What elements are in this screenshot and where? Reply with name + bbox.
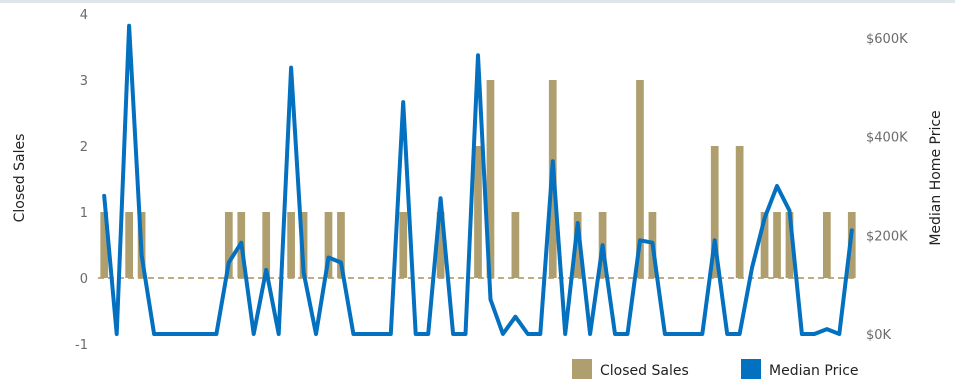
legend-median-price-label: Median Price [769,363,859,379]
legend-closed-sales-swatch [572,359,592,379]
closed-sales-bar [760,212,769,278]
legend-median-price-swatch [741,359,761,379]
left-tick-label: 3 [80,74,88,89]
left-tick-label: -1 [75,338,88,353]
closed-sales-bar [224,212,233,278]
left-tick-label: 0 [80,272,88,287]
closed-sales-bar [436,212,445,278]
left-tick-label: 2 [80,140,88,155]
closed-sales-bar [262,212,271,278]
closed-sales-bar [399,212,408,278]
closed-sales-bar [486,80,495,278]
closed-sales-bar [710,146,719,278]
closed-sales-bar [337,212,345,278]
top-divider [0,0,955,3]
median-price-line [102,23,854,336]
legend: Closed Sales Median Price [572,359,859,379]
right-axis-title: Median Home Price [928,110,944,245]
left-axis-ticks: 4 3 2 1 0 -1 [75,8,88,353]
closed-sales-bars [100,80,856,278]
right-tick-label: $400K [866,131,908,146]
closed-sales-bar [573,212,582,278]
right-axis-ticks: $600K $400K $200K $0K [866,32,908,343]
left-tick-label: 4 [80,8,88,23]
closed-sales-bar [636,80,644,278]
closed-sales-bar [773,212,781,278]
closed-sales-bar [785,212,794,278]
closed-sales-bar [100,212,109,278]
right-tick-label: $200K [866,229,908,244]
closed-sales-bar [287,212,295,278]
closed-sales-bar [324,212,333,278]
right-tick-label: $600K [866,32,908,47]
closed-sales-bar [474,146,482,278]
closed-sales-bar [735,146,744,278]
closed-sales-bar [511,212,520,278]
left-axis-title: Closed Sales [12,134,28,223]
closed-sales-bar [125,212,134,278]
left-tick-label: 1 [80,206,88,221]
legend-closed-sales-label: Closed Sales [600,363,689,379]
right-tick-label: $0K [866,328,892,343]
closed-sales-bar [822,212,831,278]
